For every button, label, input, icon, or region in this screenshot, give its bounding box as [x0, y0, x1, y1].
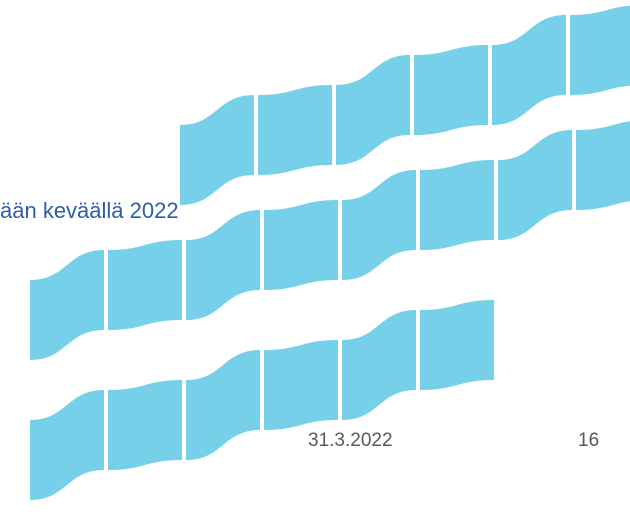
wave-tile — [336, 55, 410, 165]
wave-tile — [186, 210, 260, 320]
wave-tile — [414, 45, 488, 135]
page-number: 16 — [578, 430, 599, 451]
wave-decoration — [30, 5, 630, 500]
wave-tile — [108, 240, 182, 330]
wave-tile — [180, 95, 254, 205]
wave-tile — [576, 120, 630, 210]
page: ään keväällä 2022 31.3.2022 16 (() => { … — [0, 0, 630, 514]
wave-tile — [30, 250, 104, 360]
text-fragment: ään keväällä 2022 — [0, 198, 179, 223]
wave-tile — [420, 160, 494, 250]
wave-tile — [492, 15, 566, 125]
wave-tile — [258, 85, 332, 175]
wave-tile — [342, 310, 416, 420]
wave-tile — [186, 350, 260, 460]
slide-date: 31.3.2022 — [308, 430, 393, 451]
wave-tile — [342, 170, 416, 280]
wave-tile — [108, 380, 182, 470]
wave-tile — [498, 130, 572, 240]
slide: ään keväällä 2022 31.3.2022 16 — [0, 0, 630, 514]
wave-tile — [420, 300, 494, 390]
wave-tile — [30, 390, 104, 500]
wave-tile — [264, 200, 338, 290]
wave-tile — [570, 5, 630, 95]
wave-tile — [264, 340, 338, 430]
